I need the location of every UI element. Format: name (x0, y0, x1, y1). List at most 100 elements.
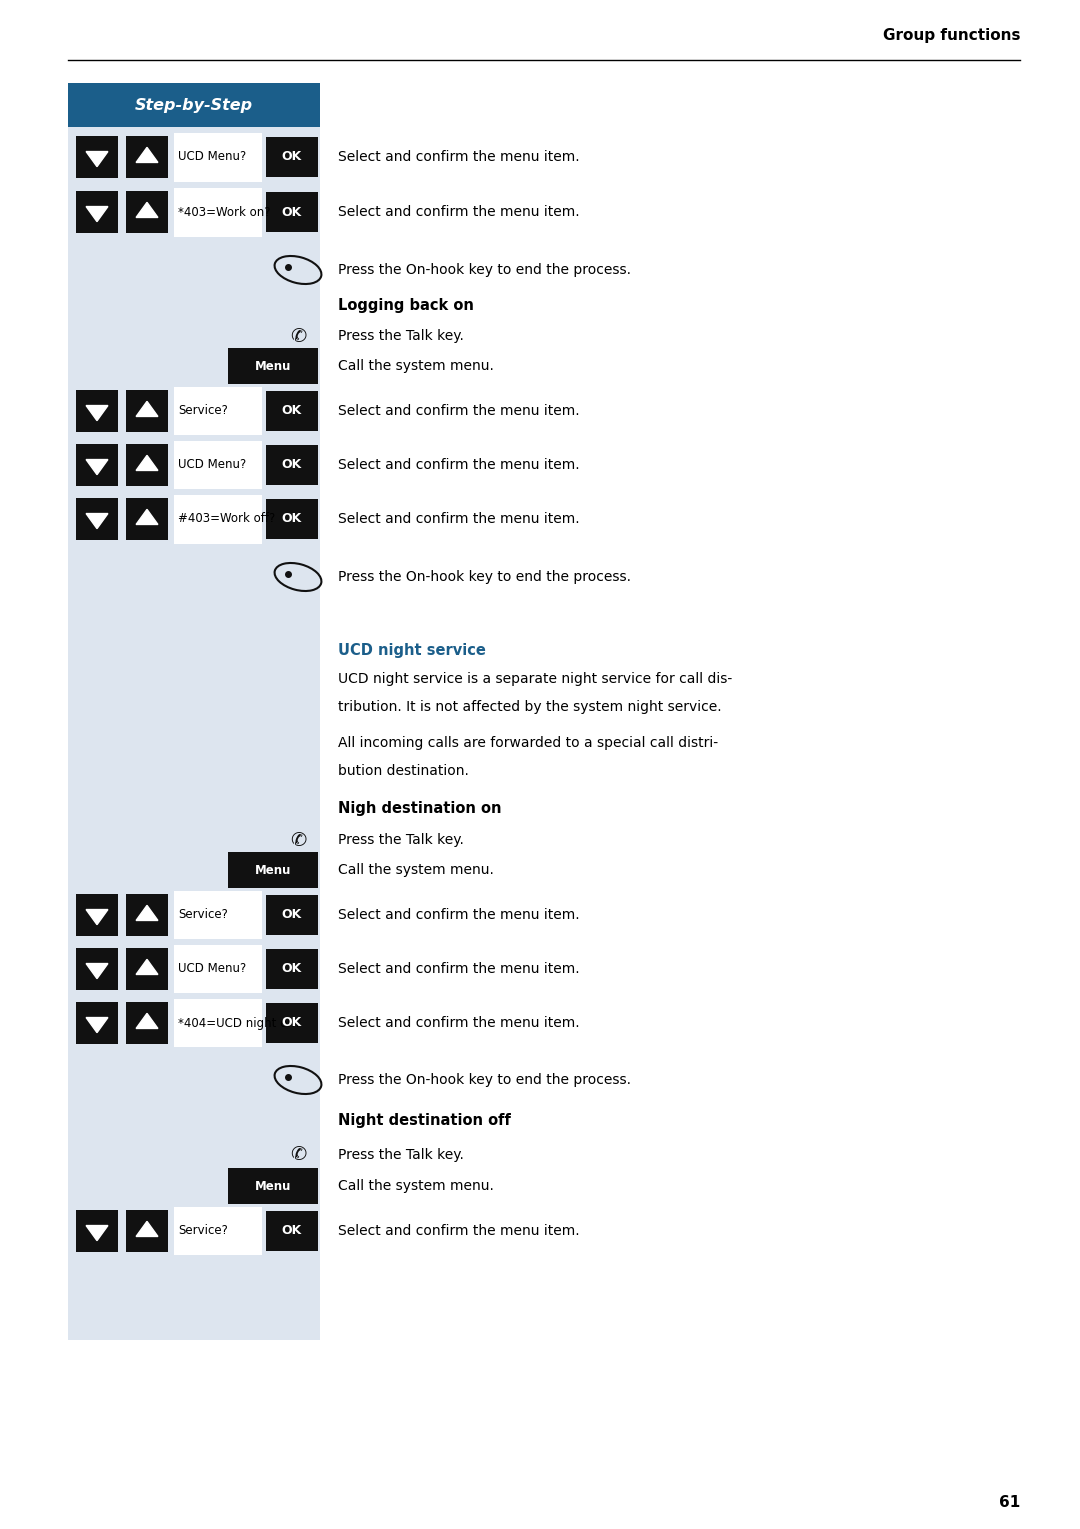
Text: OK: OK (282, 405, 302, 417)
FancyBboxPatch shape (266, 894, 318, 936)
Text: Select and confirm the menu item.: Select and confirm the menu item. (338, 459, 580, 472)
FancyBboxPatch shape (126, 1209, 168, 1252)
FancyBboxPatch shape (174, 133, 262, 182)
FancyBboxPatch shape (126, 443, 168, 486)
FancyBboxPatch shape (266, 391, 318, 431)
Text: Select and confirm the menu item.: Select and confirm the menu item. (338, 1225, 580, 1238)
FancyBboxPatch shape (174, 387, 262, 434)
FancyBboxPatch shape (76, 443, 118, 486)
Polygon shape (86, 1226, 108, 1240)
Text: Press the Talk key.: Press the Talk key. (338, 329, 464, 342)
Text: OK: OK (282, 205, 302, 219)
FancyBboxPatch shape (266, 1211, 318, 1251)
FancyBboxPatch shape (174, 188, 262, 237)
Polygon shape (136, 1222, 158, 1237)
Text: Call the system menu.: Call the system menu. (338, 1179, 494, 1193)
FancyBboxPatch shape (126, 1001, 168, 1044)
Polygon shape (136, 401, 158, 416)
Text: OK: OK (282, 1017, 302, 1029)
FancyBboxPatch shape (174, 440, 262, 489)
Text: UCD night service: UCD night service (338, 642, 486, 657)
Text: bution destination.: bution destination. (338, 764, 469, 778)
FancyBboxPatch shape (266, 498, 318, 540)
Text: All incoming calls are forwarded to a special call distri-: All incoming calls are forwarded to a sp… (338, 735, 718, 751)
FancyBboxPatch shape (126, 136, 168, 177)
Text: Select and confirm the menu item.: Select and confirm the menu item. (338, 1015, 580, 1031)
FancyBboxPatch shape (76, 948, 118, 989)
Text: UCD night service is a separate night service for call dis-: UCD night service is a separate night se… (338, 673, 732, 687)
Polygon shape (136, 147, 158, 162)
Text: Nigh destination on: Nigh destination on (338, 801, 501, 815)
Polygon shape (86, 910, 108, 925)
FancyBboxPatch shape (266, 138, 318, 177)
Text: Service?: Service? (178, 405, 228, 417)
Polygon shape (136, 959, 158, 974)
FancyBboxPatch shape (126, 390, 168, 433)
Polygon shape (136, 202, 158, 217)
FancyBboxPatch shape (76, 390, 118, 433)
FancyBboxPatch shape (76, 498, 118, 540)
Text: Select and confirm the menu item.: Select and confirm the menu item. (338, 908, 580, 922)
Polygon shape (136, 456, 158, 471)
Text: OK: OK (282, 1225, 302, 1237)
Text: ✆: ✆ (289, 327, 307, 346)
Text: Press the On-hook key to end the process.: Press the On-hook key to end the process… (338, 263, 631, 277)
Polygon shape (136, 1014, 158, 1029)
FancyBboxPatch shape (174, 998, 262, 1047)
FancyBboxPatch shape (76, 191, 118, 232)
Text: tribution. It is not affected by the system night service.: tribution. It is not affected by the sys… (338, 700, 721, 714)
Text: *403=Work on?: *403=Work on? (178, 205, 270, 219)
Polygon shape (86, 1017, 108, 1032)
FancyBboxPatch shape (76, 1209, 118, 1252)
FancyBboxPatch shape (266, 1003, 318, 1043)
Text: UCD Menu?: UCD Menu? (178, 459, 246, 471)
Text: ✆: ✆ (289, 830, 307, 850)
FancyBboxPatch shape (126, 894, 168, 936)
FancyBboxPatch shape (266, 193, 318, 232)
Text: Press the Talk key.: Press the Talk key. (338, 1148, 464, 1162)
Text: OK: OK (282, 459, 302, 471)
FancyBboxPatch shape (266, 950, 318, 989)
FancyBboxPatch shape (76, 1001, 118, 1044)
Text: Menu: Menu (255, 359, 292, 373)
Text: ✆: ✆ (289, 1145, 307, 1165)
FancyBboxPatch shape (228, 1168, 318, 1203)
FancyBboxPatch shape (76, 136, 118, 177)
Text: Group functions: Group functions (882, 28, 1020, 43)
Text: Call the system menu.: Call the system menu. (338, 862, 494, 878)
Text: Step-by-Step: Step-by-Step (135, 98, 253, 113)
Polygon shape (86, 963, 108, 979)
FancyBboxPatch shape (228, 852, 318, 888)
Text: Press the Talk key.: Press the Talk key. (338, 833, 464, 847)
Text: *404=UCD night on?: *404=UCD night on? (178, 1017, 301, 1029)
Text: OK: OK (282, 512, 302, 526)
FancyBboxPatch shape (174, 891, 262, 939)
Polygon shape (136, 509, 158, 524)
FancyBboxPatch shape (126, 498, 168, 540)
Text: UCD Menu?: UCD Menu? (178, 150, 246, 164)
FancyBboxPatch shape (126, 948, 168, 989)
Text: Logging back on: Logging back on (338, 298, 474, 312)
FancyBboxPatch shape (68, 127, 320, 1339)
Polygon shape (86, 460, 108, 474)
Text: OK: OK (282, 962, 302, 976)
FancyBboxPatch shape (174, 1206, 262, 1255)
Text: 61: 61 (999, 1495, 1020, 1511)
Text: UCD Menu?: UCD Menu? (178, 962, 246, 976)
Text: Select and confirm the menu item.: Select and confirm the menu item. (338, 404, 580, 417)
Text: Press the On-hook key to end the process.: Press the On-hook key to end the process… (338, 1073, 631, 1087)
Polygon shape (86, 206, 108, 222)
Polygon shape (86, 405, 108, 420)
FancyBboxPatch shape (68, 83, 320, 127)
FancyBboxPatch shape (174, 945, 262, 992)
FancyBboxPatch shape (76, 894, 118, 936)
Text: Select and confirm the menu item.: Select and confirm the menu item. (338, 512, 580, 526)
Text: #403=Work off?: #403=Work off? (178, 512, 275, 526)
FancyBboxPatch shape (228, 349, 318, 384)
Text: Press the On-hook key to end the process.: Press the On-hook key to end the process… (338, 570, 631, 584)
Text: Menu: Menu (255, 864, 292, 876)
Polygon shape (86, 514, 108, 529)
Text: Select and confirm the menu item.: Select and confirm the menu item. (338, 150, 580, 164)
Polygon shape (136, 905, 158, 920)
FancyBboxPatch shape (266, 445, 318, 485)
